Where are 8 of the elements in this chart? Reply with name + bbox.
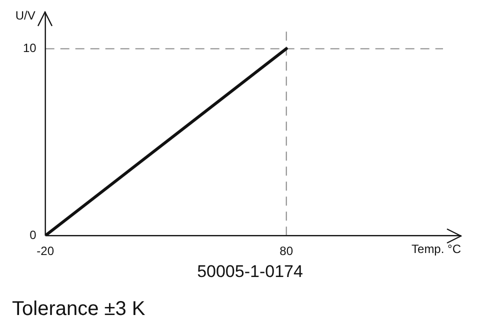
y-tick-label: 0 [30, 228, 37, 242]
x-axis-title: Temp. °C [412, 242, 462, 256]
x-tick-label: 80 [280, 244, 294, 258]
y-axis-title: U/V [15, 8, 36, 22]
text: 50005-1-0174 [196, 262, 304, 282]
y-tick-label: 10 [22, 41, 37, 56]
text: Tolerance ±3 K [12, 298, 146, 321]
x-tick-label: -20 [36, 244, 54, 258]
